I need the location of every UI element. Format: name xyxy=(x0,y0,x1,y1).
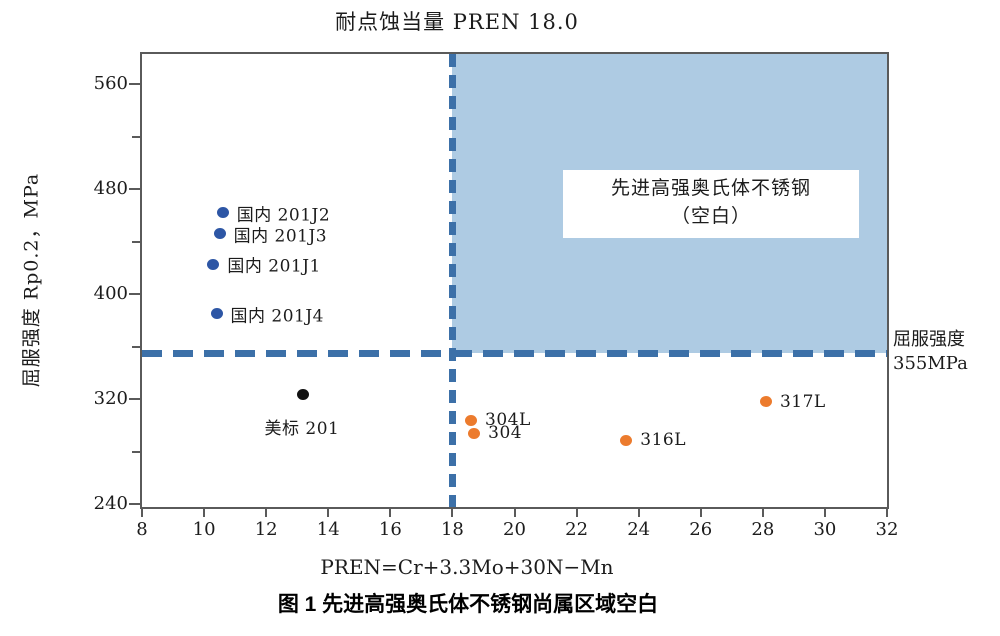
yield-355-label-line2: 355MPa xyxy=(893,353,968,374)
region-annotation-line1: 先进高强奥氏体不锈钢 xyxy=(610,177,811,199)
plot-area: 先进高强奥氏体不锈钢 （空白） 240 320 400 480 560 8 10 12 14 16… xyxy=(94,52,898,540)
y-tick xyxy=(129,293,140,296)
y-tick xyxy=(129,398,140,401)
data-point-label: 国内 201J4 xyxy=(230,306,324,327)
x-tick-label: 22 xyxy=(565,519,589,540)
data-point-label: 国内 201J2 xyxy=(236,205,331,226)
yield-355-label-line1: 屈服强度 xyxy=(893,329,965,350)
x-tick xyxy=(823,509,826,517)
x-tick-label: 24 xyxy=(627,519,651,540)
data-point-label: 304L xyxy=(485,410,531,431)
y-tick-label: 400 xyxy=(93,283,128,305)
x-tick-label: 32 xyxy=(875,519,899,540)
x-axis-title: PREN=Cr+3.3Mo+30N−Mn xyxy=(320,555,614,579)
x-tick xyxy=(886,509,888,517)
data-point xyxy=(297,388,310,400)
data-point xyxy=(216,207,229,219)
x-tick xyxy=(637,509,640,517)
data-point-label: 美标 201 xyxy=(264,419,340,440)
y-axis-title: 屈服强度 Rp0.2，MPa xyxy=(20,172,43,388)
data-point xyxy=(210,308,223,320)
y-tick-label: 560 xyxy=(93,73,128,95)
figure-caption: 图 1 先进高强奥氏体不锈钢尚属区域空白 xyxy=(277,593,659,616)
y-minor-tick xyxy=(132,345,140,348)
data-point xyxy=(620,434,633,446)
x-tick-label: 30 xyxy=(813,519,837,540)
data-point xyxy=(759,396,772,408)
x-tick-label: 12 xyxy=(254,519,278,540)
data-point-label: 304 xyxy=(488,423,523,444)
x-tick-label: 14 xyxy=(316,519,340,540)
data-point-label: 316L xyxy=(640,430,686,451)
x-tick xyxy=(389,509,392,517)
x-tick xyxy=(575,509,578,517)
data-point-label: 国内 201J3 xyxy=(233,226,328,247)
x-tick xyxy=(203,509,206,517)
yield-355-label: 屈服强度 355MPa xyxy=(893,328,968,376)
x-tick xyxy=(513,509,516,517)
x-tick-label: 16 xyxy=(378,519,402,540)
y-minor-tick xyxy=(132,135,140,138)
y-tick xyxy=(129,503,140,506)
y-tick-label: 240 xyxy=(93,493,128,515)
region-annotation-line2: （空白） xyxy=(670,205,751,227)
data-point xyxy=(207,258,220,270)
x-tick xyxy=(699,509,702,517)
y-tick-label: 480 xyxy=(93,178,128,200)
x-tick-label: 26 xyxy=(689,519,713,540)
data-point xyxy=(468,427,481,439)
y-tick xyxy=(129,188,140,191)
data-point xyxy=(465,414,478,426)
y-minor-tick xyxy=(132,240,140,243)
horizontal-ref-line xyxy=(142,349,887,357)
x-tick xyxy=(761,509,764,517)
y-minor-tick xyxy=(132,450,140,453)
region-annotation: 先进高强奥氏体不锈钢 （空白） xyxy=(563,170,859,238)
x-tick xyxy=(327,509,330,517)
chart-title: 耐点蚀当量 PREN 18.0 xyxy=(335,10,579,34)
x-tick xyxy=(451,509,454,517)
x-tick xyxy=(141,509,143,517)
data-point-label: 国内 201J1 xyxy=(227,256,321,277)
x-tick-label: 28 xyxy=(751,519,775,540)
data-point xyxy=(213,228,226,240)
x-tick-label: 8 xyxy=(136,519,148,540)
x-tick-label: 20 xyxy=(503,519,526,540)
x-tick-label: 10 xyxy=(192,519,216,540)
data-point-label: 317L xyxy=(779,391,826,412)
x-tick xyxy=(265,509,268,517)
y-tick-label: 320 xyxy=(93,388,128,410)
x-tick-label: 18 xyxy=(440,519,464,540)
vertical-ref-line xyxy=(448,54,456,507)
y-tick xyxy=(129,83,140,86)
